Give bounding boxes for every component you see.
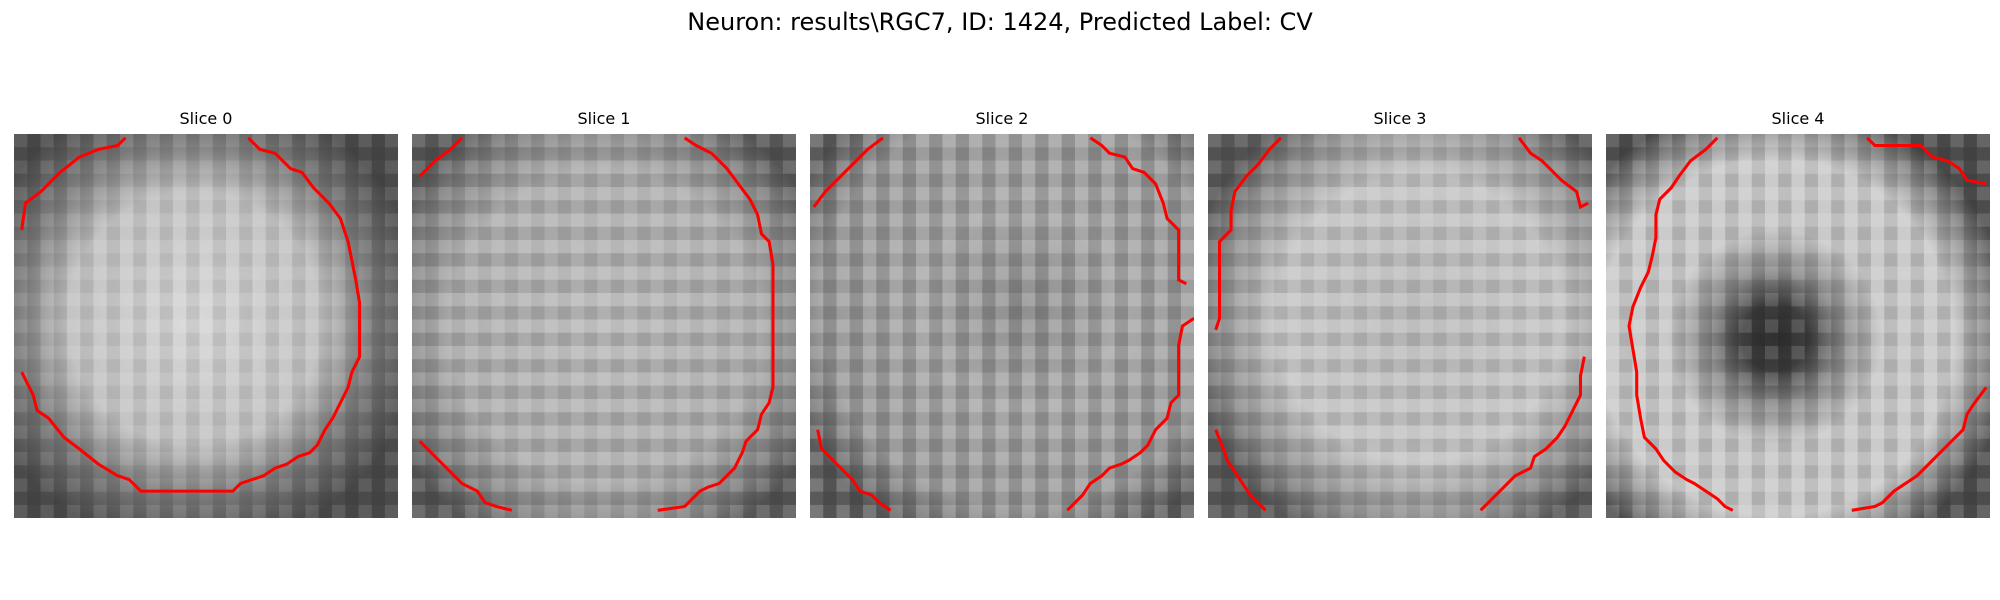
contour-line — [1627, 136, 1734, 512]
contour-line — [418, 440, 513, 512]
contour-line — [20, 136, 127, 231]
contour-line — [418, 136, 464, 178]
contour-line — [657, 136, 775, 512]
slice-image-3 — [1208, 134, 1592, 518]
slice-title-0: Slice 0 — [179, 109, 233, 128]
slice-image-4 — [1606, 134, 1990, 518]
slice-panel-1: Slice 1 — [412, 108, 796, 520]
contour-line — [812, 136, 884, 208]
slice-panel-2: Slice 2 — [810, 108, 1194, 520]
contour-line — [1214, 429, 1267, 512]
contour-line — [816, 429, 892, 512]
slice-image-0 — [14, 134, 398, 518]
slice-title-4: Slice 4 — [1771, 109, 1825, 128]
slice-title-3: Slice 3 — [1373, 109, 1427, 128]
contour-line — [1066, 317, 1194, 512]
slice-panel-0: Slice 0 — [14, 108, 398, 520]
slice-panel-4: Slice 4 — [1606, 108, 1990, 520]
slice-image-1 — [412, 134, 796, 518]
contour-line — [1851, 386, 1988, 512]
contour-line — [1866, 136, 1987, 186]
contour-line — [1089, 136, 1188, 286]
slice-title-2: Slice 2 — [975, 109, 1029, 128]
contour-line — [1214, 136, 1283, 331]
slice-panels: Slice 0 Slice 1 — [14, 108, 1990, 520]
contour-line — [1479, 356, 1586, 512]
figure-title: Neuron: results\RGC7, ID: 1424, Predicte… — [687, 8, 1313, 36]
contour-line — [1517, 136, 1589, 210]
slice-title-1: Slice 1 — [577, 109, 631, 128]
slice-panel-3: Slice 3 — [1208, 108, 1592, 520]
contour-line — [20, 136, 362, 493]
slice-image-2 — [810, 134, 1194, 518]
